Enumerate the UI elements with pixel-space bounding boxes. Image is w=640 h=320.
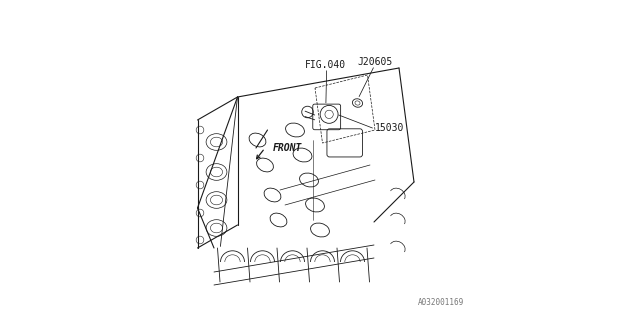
- Text: FRONT: FRONT: [273, 143, 303, 153]
- Text: J20605: J20605: [357, 57, 392, 67]
- Text: FIG.040: FIG.040: [305, 60, 346, 70]
- Text: A032001169: A032001169: [418, 298, 464, 307]
- Text: 15030: 15030: [375, 123, 404, 133]
